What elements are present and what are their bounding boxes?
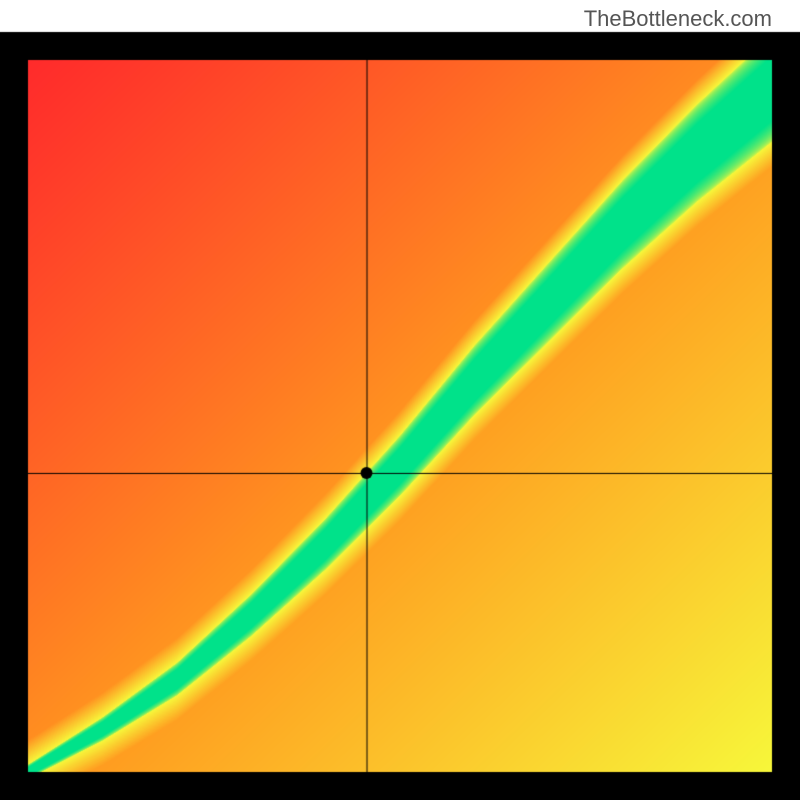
bottleneck-heatmap-canvas <box>0 0 800 800</box>
watermark-text: TheBottleneck.com <box>584 6 772 32</box>
